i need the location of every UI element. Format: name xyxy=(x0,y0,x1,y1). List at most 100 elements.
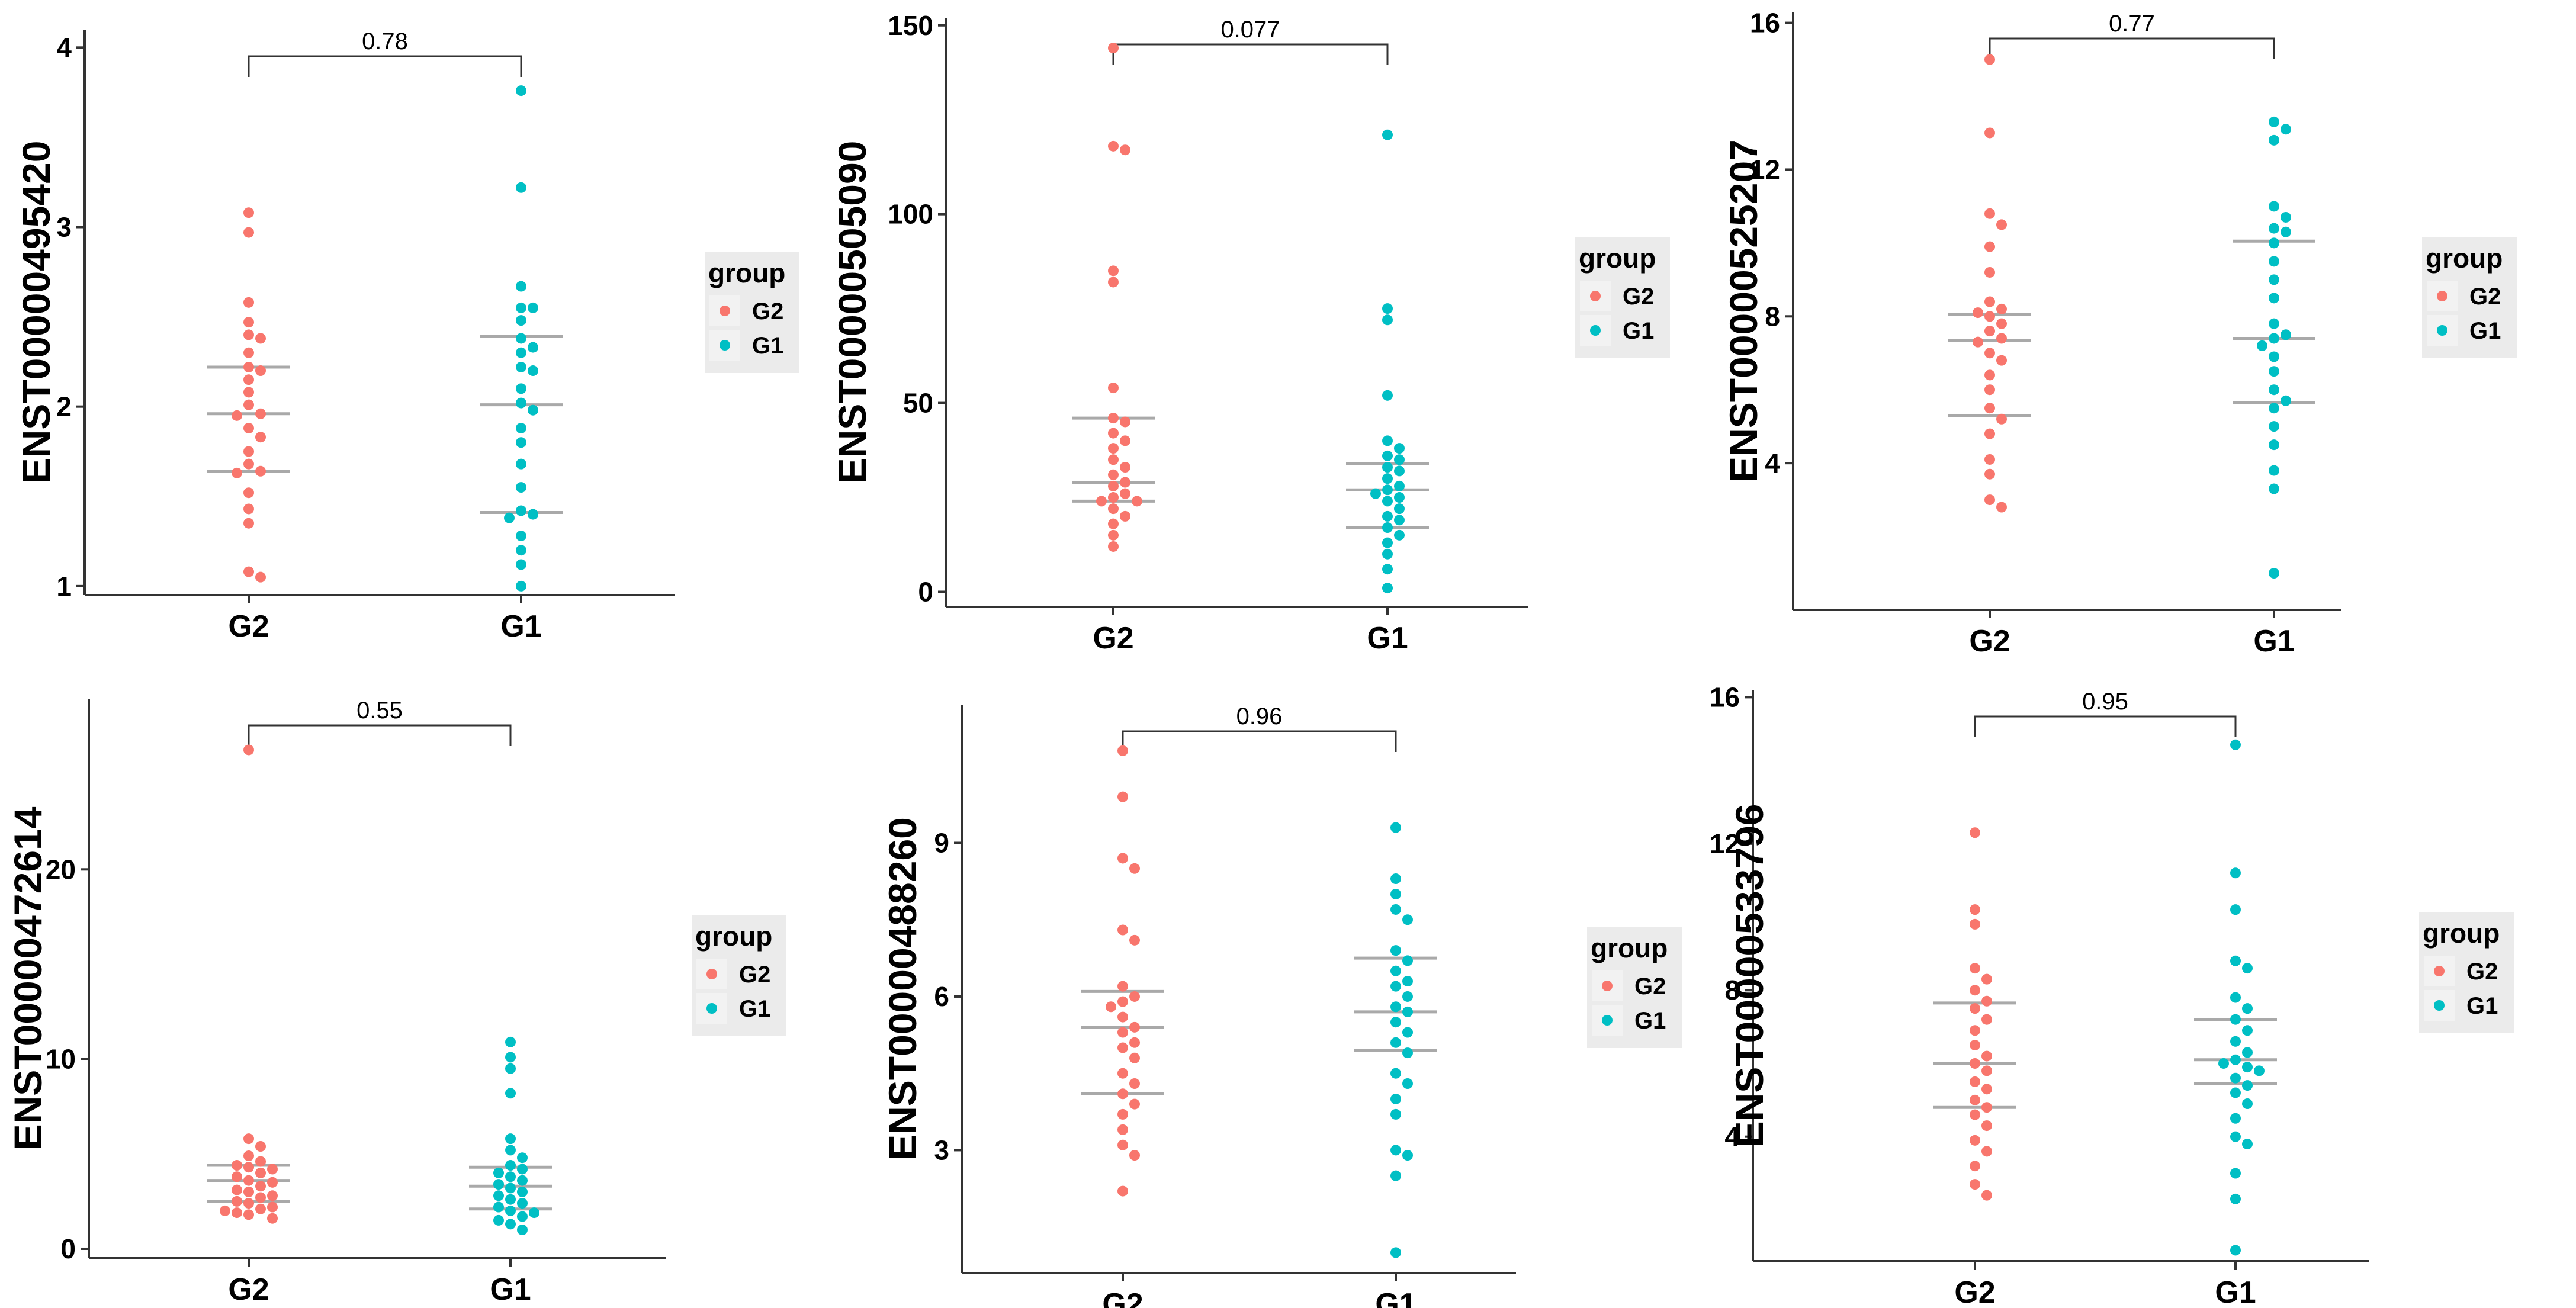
y-tick-label: 10 xyxy=(46,1044,76,1075)
legend-marker-G2 xyxy=(2434,966,2445,976)
data-point xyxy=(516,458,526,470)
data-point xyxy=(1394,465,1405,477)
data-point xyxy=(505,1205,516,1216)
y-tick-label: 16 xyxy=(1710,682,1740,712)
legend: group G2 G1 xyxy=(692,915,786,1036)
data-point xyxy=(1382,450,1393,461)
data-point xyxy=(516,530,526,541)
data-point xyxy=(1996,318,2007,329)
data-point xyxy=(1394,515,1405,526)
data-point xyxy=(243,387,254,398)
data-point xyxy=(1970,1109,1980,1120)
y-axis-title: ENST00000505090 xyxy=(830,141,874,484)
data-point xyxy=(1984,208,1995,219)
data-point xyxy=(1981,1190,1992,1201)
data-point xyxy=(2230,1168,2241,1179)
data-point xyxy=(1120,144,1130,156)
data-point xyxy=(1129,1021,1140,1033)
data-point xyxy=(1984,54,1995,65)
legend-title: group xyxy=(1579,243,1656,274)
legend-label-G2: G2 xyxy=(2466,959,2498,985)
data-point xyxy=(1984,311,1995,322)
data-point xyxy=(517,1152,528,1164)
data-point xyxy=(1970,1161,1980,1172)
data-point xyxy=(2230,1014,2241,1025)
data-point xyxy=(255,1203,266,1214)
data-point xyxy=(1390,981,1401,992)
data-point xyxy=(2242,1025,2253,1036)
data-point xyxy=(1108,480,1119,491)
data-point xyxy=(2242,1139,2253,1150)
data-point xyxy=(1129,991,1140,1002)
data-point xyxy=(1981,1146,1992,1157)
legend-marker-G1 xyxy=(706,1003,717,1014)
data-point xyxy=(232,1207,242,1219)
data-point xyxy=(1382,473,1393,484)
data-point xyxy=(2269,256,2279,267)
data-point xyxy=(1402,1078,1413,1089)
data-point xyxy=(1984,348,1995,359)
data-point xyxy=(1402,1150,1413,1161)
data-point xyxy=(493,1167,504,1178)
data-point xyxy=(2281,211,2291,223)
data-point xyxy=(516,302,526,313)
data-point xyxy=(1382,484,1393,496)
y-tick-label: 1 xyxy=(56,571,72,602)
data-point xyxy=(243,566,254,577)
data-point xyxy=(1108,265,1119,277)
x-tick-label: G1 xyxy=(1375,1287,1416,1308)
data-point xyxy=(1390,1145,1401,1156)
data-point xyxy=(2269,223,2279,234)
legend-marker-G2 xyxy=(720,306,730,316)
data-point xyxy=(1996,502,2007,513)
data-point xyxy=(1402,914,1413,925)
data-point xyxy=(243,374,254,385)
series-G1 xyxy=(2233,116,2315,579)
y-tick-label: 0 xyxy=(918,576,933,607)
data-point xyxy=(1382,510,1393,522)
data-point xyxy=(1117,981,1128,992)
p-value-label: 0.95 xyxy=(2082,689,2128,715)
significance-bracket xyxy=(248,724,512,746)
data-point xyxy=(1117,791,1128,802)
data-point xyxy=(1108,503,1119,515)
data-point xyxy=(255,571,266,583)
data-point xyxy=(2269,483,2279,494)
data-point xyxy=(1117,1185,1128,1197)
data-point xyxy=(1970,1025,1980,1036)
x-tick-label: G2 xyxy=(1954,1275,1995,1308)
data-point xyxy=(1996,355,2007,366)
data-point xyxy=(2230,867,2241,879)
data-point xyxy=(516,397,526,409)
data-point xyxy=(220,1205,230,1216)
data-point xyxy=(1382,303,1393,314)
data-point xyxy=(1984,266,1995,278)
data-point xyxy=(255,1141,266,1152)
data-point xyxy=(2230,1131,2241,1142)
legend-marker-G2 xyxy=(706,969,717,979)
data-point xyxy=(2269,384,2279,396)
data-point xyxy=(1394,443,1405,454)
data-point xyxy=(1390,1001,1401,1013)
data-point xyxy=(1096,496,1107,507)
data-point xyxy=(1120,435,1130,446)
data-point xyxy=(1970,904,1980,915)
data-point xyxy=(1984,326,1995,337)
data-point xyxy=(517,1211,528,1222)
legend-label-G1: G1 xyxy=(1634,1008,1666,1034)
series-G2 xyxy=(207,744,290,1224)
data-point xyxy=(1981,1065,1992,1076)
data-point xyxy=(505,1171,516,1182)
legend: group G2 G1 xyxy=(2419,912,2514,1033)
data-point xyxy=(1370,488,1381,499)
data-point xyxy=(505,1219,516,1230)
data-point xyxy=(255,432,266,443)
data-point xyxy=(528,404,538,416)
x-tick-label: G2 xyxy=(1969,624,2010,658)
data-point xyxy=(1117,996,1128,1007)
data-point xyxy=(2281,395,2291,406)
data-point xyxy=(516,315,526,326)
data-point xyxy=(1970,963,1980,974)
data-point xyxy=(1117,1027,1128,1038)
significance-bracket xyxy=(1974,715,2237,737)
